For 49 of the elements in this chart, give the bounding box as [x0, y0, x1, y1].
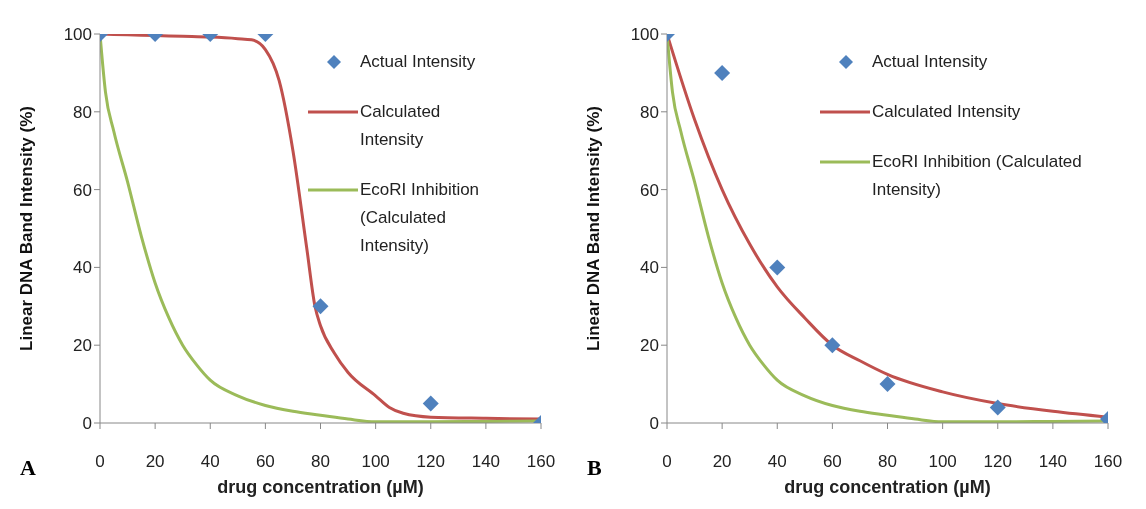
- legend-label: EcoRI Inhibition (Calculated Intensity): [360, 179, 481, 257]
- text: A: [20, 455, 36, 481]
- x-tick-label: 160: [526, 452, 556, 472]
- x-tick-label: 140: [1038, 452, 1068, 472]
- x-axis-title: drug concentration (µM): [217, 477, 424, 497]
- x-tick-label: 60: [822, 452, 842, 472]
- legend-label: Calculated Intensity: [872, 101, 1021, 123]
- x-tick-label: 20: [145, 452, 165, 472]
- x-tick-label: 80: [311, 452, 330, 472]
- x-tick-label: 100: [361, 452, 390, 472]
- point: [989, 399, 1006, 416]
- x-tick-label: 100: [928, 452, 957, 472]
- y-tick-label: 0: [649, 414, 659, 434]
- y-tick-label: 20: [73, 336, 92, 356]
- x-tick-label: 140: [471, 452, 501, 472]
- x-tick-label: 0: [95, 452, 105, 472]
- legend-label: Actual Intensity: [872, 51, 988, 73]
- y-tick-label: 0: [82, 414, 92, 434]
- y-tick-label: 60: [73, 180, 92, 200]
- x-axis-title: drug concentration (µM): [784, 477, 991, 497]
- y-tick-label: 40: [640, 258, 659, 278]
- legend-label: Calculated Intensity: [360, 101, 442, 151]
- point: [879, 376, 896, 393]
- y-tick-label: 40: [73, 258, 92, 278]
- x-tick-label: 0: [662, 452, 672, 472]
- x-tick-label: 160: [1093, 452, 1123, 472]
- y-tick-label: 20: [640, 336, 659, 356]
- x-tick-label: 120: [983, 452, 1012, 472]
- y-axis-title: Linear DNA Band Intensity (%): [584, 106, 604, 351]
- x-tick-label: 60: [255, 452, 275, 472]
- y-tick-label: 80: [73, 102, 92, 122]
- text: B: [587, 455, 602, 481]
- y-tick-label: 100: [630, 25, 659, 45]
- y-axis-title: Linear DNA Band Intensity (%): [17, 106, 37, 351]
- point: [714, 64, 731, 81]
- point: [824, 337, 841, 354]
- y-tick-label: 60: [640, 180, 659, 200]
- point: [422, 395, 439, 412]
- y-tick-label: 80: [640, 102, 659, 122]
- legend-label: EcoRI Inhibition (Calculated Intensity): [872, 151, 1083, 201]
- x-tick-label: 120: [416, 452, 445, 472]
- x-tick-label: 40: [767, 452, 787, 472]
- x-tick-label: 40: [200, 452, 220, 472]
- point: [769, 259, 786, 276]
- point: [312, 298, 329, 315]
- y-tick-label: 100: [63, 25, 92, 45]
- x-tick-label: 20: [712, 452, 732, 472]
- x-tick-label: 80: [878, 452, 897, 472]
- legend-label: Actual Intensity: [360, 51, 476, 73]
